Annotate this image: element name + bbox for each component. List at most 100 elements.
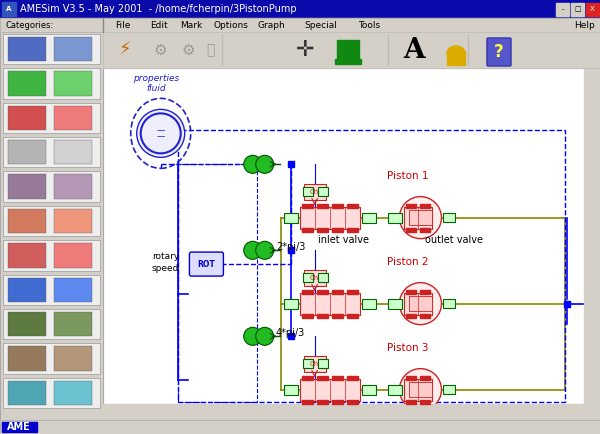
Bar <box>302 187 313 196</box>
Bar <box>332 376 343 380</box>
Bar <box>419 204 430 207</box>
Bar <box>8 37 46 61</box>
Bar <box>2 422 37 432</box>
Bar <box>0 18 600 32</box>
Text: Graph: Graph <box>258 20 286 30</box>
Bar <box>54 278 92 302</box>
Bar <box>8 174 46 199</box>
Bar <box>362 213 376 223</box>
Bar <box>0 18 103 420</box>
Bar <box>54 37 92 61</box>
Bar <box>0 0 600 18</box>
Bar <box>54 312 92 336</box>
Bar <box>3 240 100 270</box>
Text: AME: AME <box>7 422 31 432</box>
Bar <box>347 376 358 380</box>
Text: 📐: 📐 <box>206 43 214 57</box>
Text: —: — <box>157 126 165 135</box>
Bar <box>287 161 293 168</box>
Text: 2*pi/3: 2*pi/3 <box>276 242 305 252</box>
Text: ?: ? <box>494 43 504 61</box>
Bar <box>443 213 455 222</box>
Circle shape <box>244 241 262 260</box>
Text: Ch: Ch <box>310 275 319 281</box>
Circle shape <box>400 283 442 325</box>
Bar <box>284 213 298 223</box>
Bar <box>287 333 293 339</box>
Bar <box>3 171 100 202</box>
Circle shape <box>256 327 274 345</box>
Bar <box>178 130 565 402</box>
Bar <box>3 34 100 64</box>
Text: Special: Special <box>304 20 337 30</box>
Bar <box>304 184 326 200</box>
Bar <box>347 289 358 294</box>
Bar <box>302 204 313 207</box>
Bar <box>443 299 455 308</box>
Text: Tools: Tools <box>358 20 380 30</box>
Bar <box>302 228 313 232</box>
Text: Piston 2: Piston 2 <box>387 257 428 267</box>
Bar <box>317 187 328 196</box>
Bar <box>103 32 600 68</box>
Bar <box>317 314 328 318</box>
Text: □: □ <box>574 6 581 12</box>
Text: Categories:: Categories: <box>5 20 53 30</box>
Bar <box>8 209 46 233</box>
Text: Help: Help <box>574 20 595 30</box>
Bar <box>8 346 46 371</box>
Text: Ch: Ch <box>310 361 319 367</box>
FancyBboxPatch shape <box>487 38 511 66</box>
Bar <box>54 174 92 199</box>
Bar <box>388 385 401 395</box>
Text: ⚙: ⚙ <box>153 43 167 57</box>
Bar <box>8 381 46 405</box>
Bar <box>178 164 257 402</box>
Bar <box>419 376 430 380</box>
Bar <box>388 299 401 309</box>
Circle shape <box>244 155 262 173</box>
Bar <box>419 400 430 404</box>
Bar <box>404 378 431 401</box>
Text: X: X <box>590 6 595 12</box>
Bar <box>302 289 313 294</box>
Bar <box>406 289 416 294</box>
Bar <box>388 213 401 223</box>
Bar <box>302 314 313 318</box>
Text: 4*pi/3: 4*pi/3 <box>276 328 305 338</box>
Text: Edit: Edit <box>150 20 167 30</box>
Bar <box>54 106 92 130</box>
Bar <box>317 273 328 283</box>
Bar <box>54 381 92 405</box>
Bar <box>317 289 328 294</box>
Circle shape <box>256 155 274 173</box>
Bar <box>406 314 416 318</box>
Bar <box>447 51 465 65</box>
Bar <box>0 420 600 434</box>
Text: speed: speed <box>152 263 179 273</box>
Text: Ch: Ch <box>310 189 319 195</box>
Bar <box>54 243 92 267</box>
Bar <box>3 343 100 374</box>
Bar <box>302 359 313 368</box>
Bar <box>419 314 430 318</box>
Bar <box>332 314 343 318</box>
Bar <box>337 40 359 62</box>
Bar <box>8 312 46 336</box>
Text: inlet valve: inlet valve <box>318 235 369 245</box>
Bar <box>404 207 431 229</box>
Text: A: A <box>7 6 11 12</box>
Bar <box>304 356 326 372</box>
Bar <box>284 385 298 395</box>
Bar <box>406 228 416 232</box>
Circle shape <box>137 109 185 158</box>
Bar <box>3 206 100 236</box>
Bar <box>564 301 570 307</box>
Text: Piston 1: Piston 1 <box>387 171 428 181</box>
Text: ⚡: ⚡ <box>119 41 131 59</box>
Bar <box>54 346 92 371</box>
Bar <box>54 140 92 164</box>
Bar <box>347 400 358 404</box>
Bar <box>54 209 92 233</box>
Bar <box>586 3 599 16</box>
